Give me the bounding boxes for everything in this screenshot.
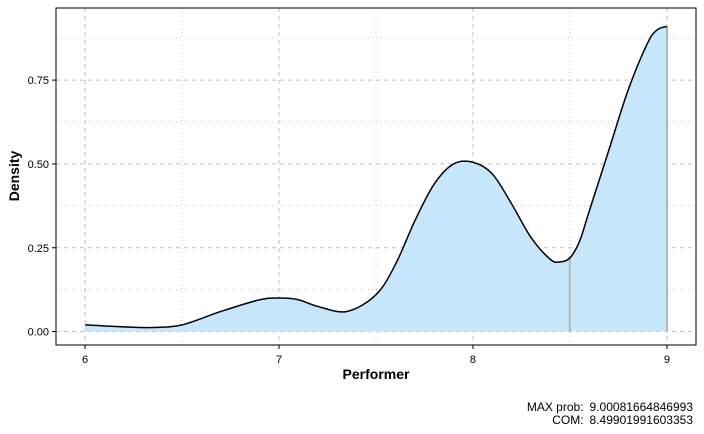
max-prob-label: MAX prob: — [527, 400, 584, 414]
x-tick-label: 8 — [470, 354, 476, 366]
marker-lines — [568, 26, 669, 332]
max-prob-value: 9.00081664846993 — [590, 400, 694, 414]
x-axis-title: Performer — [343, 366, 410, 382]
grid-minor — [56, 8, 696, 345]
density-area — [85, 26, 667, 332]
y-tick-label: 0.00 — [28, 327, 49, 339]
com-label: COM: — [552, 413, 583, 427]
y-tick-label: 0.25 — [28, 243, 49, 255]
x-tick-label: 7 — [276, 354, 282, 366]
density-line — [85, 25, 668, 329]
max-prob-caption: MAX prob: 9.00081664846993 — [527, 400, 693, 414]
com-value: 8.49901991603353 — [590, 413, 694, 427]
y-tick-label: 0.50 — [28, 159, 49, 171]
y-axis: 0.00 0.25 0.50 0.75 — [28, 75, 56, 339]
x-tick-label: 6 — [82, 354, 88, 366]
x-tick-label: 9 — [664, 354, 670, 366]
x-axis: 6 7 8 9 — [82, 345, 670, 366]
y-tick-label: 0.75 — [28, 75, 49, 87]
plot-border — [55, 7, 697, 346]
com-caption: COM: 8.49901991603353 — [552, 413, 693, 427]
y-axis-title: Density — [6, 151, 22, 202]
